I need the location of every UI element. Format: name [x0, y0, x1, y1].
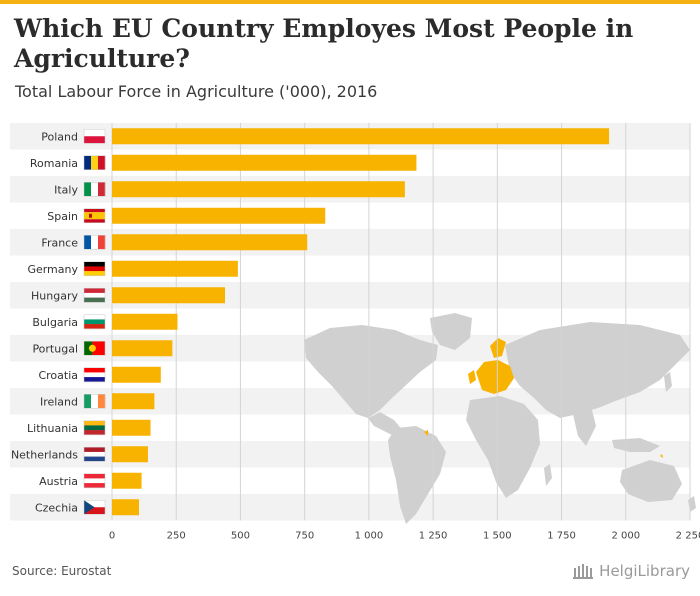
category-label: Croatia	[38, 369, 78, 382]
bar-austria	[112, 472, 142, 489]
chart-title: Which EU Country Employes Most People in…	[14, 14, 634, 73]
category-label: Spain	[47, 210, 78, 223]
category-label: Bulgaria	[32, 316, 78, 329]
category-label: Romania	[30, 157, 78, 170]
flag-poland-icon	[83, 129, 106, 144]
chart-subtitle: Total Labour Force in Agriculture ('000)…	[15, 82, 378, 101]
x-tick-label: 2 000	[611, 531, 640, 542]
x-tick-label: 1 500	[483, 531, 512, 542]
flag-croatia-icon	[83, 367, 106, 383]
bar-romania	[112, 154, 417, 171]
x-tick-label: 1 250	[419, 531, 448, 542]
bar-spain	[112, 207, 326, 224]
category-label: Ireland	[40, 395, 78, 408]
flag-portugal-icon	[83, 341, 106, 356]
flag-hungary-icon	[83, 288, 106, 303]
top-accent-bar	[0, 0, 700, 4]
category-label: Hungary	[31, 289, 78, 302]
map-india	[572, 410, 596, 446]
category-label: Lithuania	[27, 422, 78, 435]
flag-netherlands-icon	[83, 447, 106, 462]
x-tick-label: 0	[109, 531, 115, 542]
bar-poland	[112, 128, 610, 145]
x-tick-labels: 0 250 500 750 1 000 1 250 1 500 1 750 2 000 2 250	[109, 531, 700, 542]
map-south-america	[388, 426, 446, 524]
category-label: Austria	[39, 475, 78, 488]
bar-netherlands	[112, 446, 148, 463]
flag-italy-icon	[83, 182, 106, 197]
map-europe-eu	[476, 360, 514, 394]
flag-ireland-icon	[83, 394, 106, 409]
category-label: Italy	[54, 183, 78, 196]
category-label: Netherlands	[11, 448, 78, 461]
x-tick-label: 2 250	[676, 531, 700, 542]
flags	[83, 129, 106, 515]
source-note: Source: Eurostat	[12, 564, 112, 578]
map-french-guiana	[424, 430, 428, 436]
category-label: Poland	[41, 130, 78, 143]
bar-ireland	[112, 393, 155, 410]
category-label: Portugal	[32, 342, 78, 355]
flag-germany-icon	[83, 261, 106, 277]
x-tick-label: 750	[295, 531, 314, 542]
map-scandinavia-eu	[490, 338, 506, 358]
library-building-icon	[573, 564, 594, 579]
bar-czechia	[112, 499, 139, 516]
flag-austria-icon	[83, 473, 106, 489]
flag-lithuania-icon	[83, 420, 106, 436]
bar-hungary	[112, 287, 226, 304]
map-eu-territory	[660, 454, 663, 458]
flag-czechia-icon	[83, 500, 106, 515]
x-tick-label: 250	[167, 531, 186, 542]
bar-lithuania	[112, 419, 151, 436]
flag-france-icon	[83, 235, 106, 250]
helgi-library-logo: HelgiLibrary	[572, 562, 690, 580]
bars	[112, 128, 610, 516]
category-label: Czechia	[35, 501, 78, 514]
category-labels: Poland Romania Italy Spain France Germany Hung…	[11, 130, 79, 514]
bar-portugal	[112, 340, 173, 357]
map-ireland-uk-eu	[468, 370, 476, 384]
map-madagascar	[544, 464, 552, 486]
logo-text: HelgiLibrary	[599, 562, 690, 580]
category-label: Germany	[27, 263, 78, 276]
x-tick-label: 500	[231, 531, 250, 542]
category-label: France	[41, 236, 78, 249]
flag-romania-icon	[83, 155, 106, 170]
map-australia	[620, 460, 682, 502]
map-japan	[664, 372, 672, 392]
flag-spain-icon	[83, 208, 106, 223]
map-asia	[505, 322, 690, 418]
x-tick-label: 1 750	[547, 531, 576, 542]
x-tick-label: 1 000	[355, 531, 384, 542]
world-map	[304, 313, 696, 524]
map-greenland	[430, 313, 472, 350]
bar-france	[112, 234, 308, 251]
map-africa	[466, 396, 540, 498]
bar-bulgaria	[112, 313, 178, 330]
flag-bulgaria-icon	[83, 314, 106, 330]
map-north-america	[304, 325, 438, 418]
bar-italy	[112, 181, 405, 198]
bar-germany	[112, 260, 238, 277]
map-indonesia	[612, 438, 660, 452]
x-gridlines	[111, 123, 691, 521]
bar-croatia	[112, 366, 161, 383]
